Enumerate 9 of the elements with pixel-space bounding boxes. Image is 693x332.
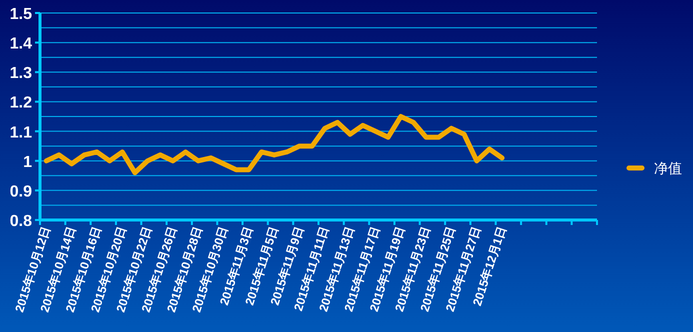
- y-tick-label: 1.1: [10, 124, 32, 142]
- y-tick-label: 1: [23, 154, 32, 171]
- y-tick-label: 1.5: [10, 6, 32, 23]
- y-tick-label: 1.4: [10, 36, 32, 53]
- y-tick-label: 1.2: [10, 94, 32, 112]
- y-tick-label: 0.9: [10, 183, 32, 200]
- legend-label: 净值: [654, 160, 682, 176]
- y-tick-label: 0.8: [10, 213, 32, 230]
- y-tick-label: 1.3: [10, 65, 32, 82]
